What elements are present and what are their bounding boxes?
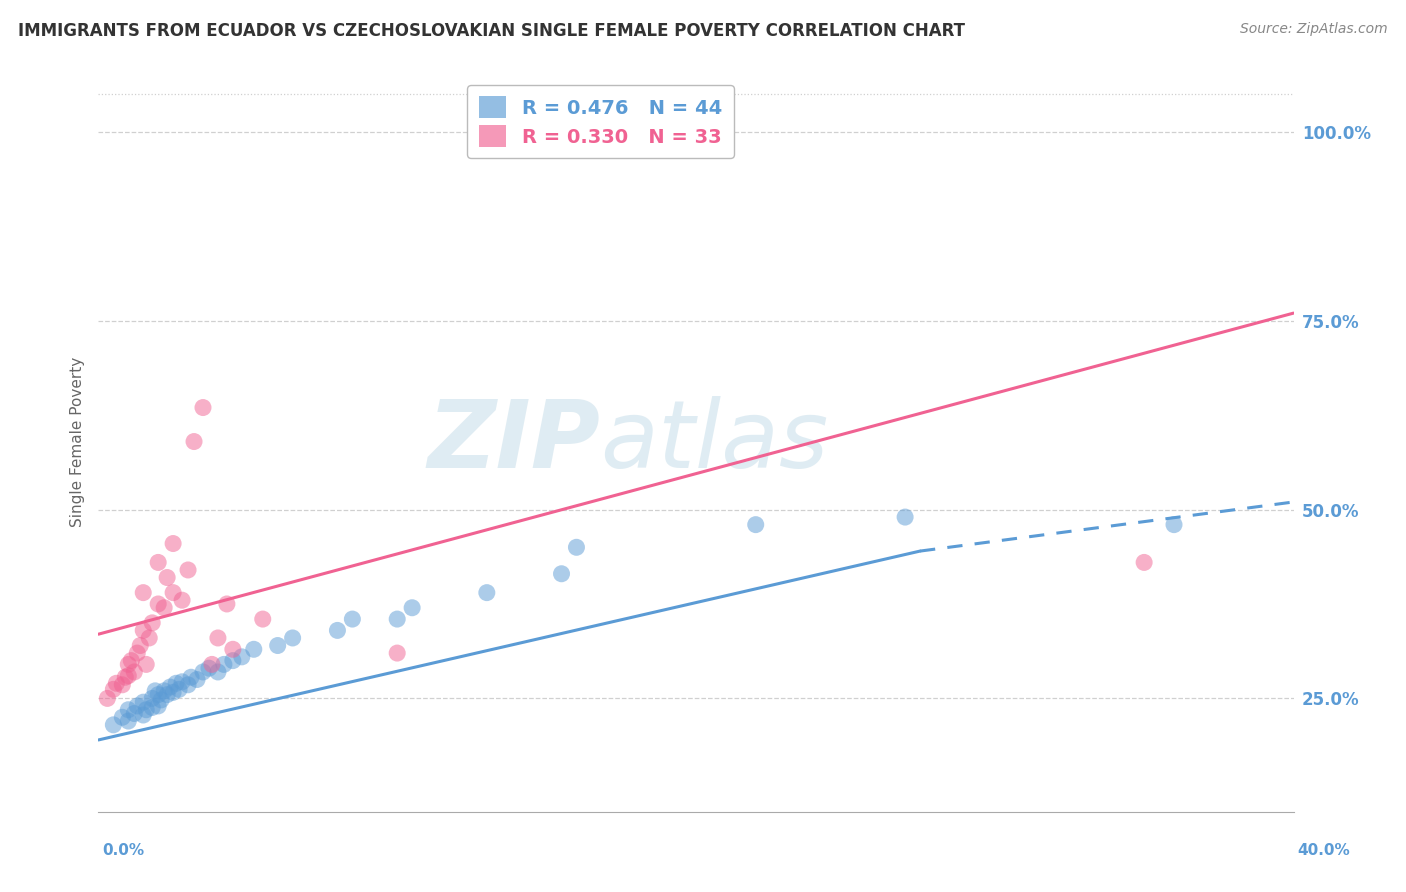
Point [177,563,200,577]
Point [172,593,194,607]
Point [153,683,176,698]
Point [124,706,146,721]
Point [148,597,170,611]
Point [138,631,160,645]
Point [111,710,134,724]
Point [183,434,205,449]
Text: Source: ZipAtlas.com: Source: ZipAtlas.com [1240,22,1388,37]
Point [180,670,202,684]
Point [215,597,238,611]
Point [167,682,190,697]
Point [117,669,139,683]
Point [96,691,118,706]
Point [191,401,214,415]
Point [222,654,245,668]
Legend: R = 0.476   N = 44, R = 0.330   N = 33: R = 0.476 N = 44, R = 0.330 N = 33 [467,85,734,158]
Point [132,695,155,709]
Point [894,510,917,524]
Y-axis label: Single Female Poverty: Single Female Poverty [69,357,84,526]
Point [267,639,290,653]
Point [132,624,155,638]
Point [129,639,152,653]
Point [1163,517,1185,532]
Point [231,649,253,664]
Text: IMMIGRANTS FROM ECUADOR VS CZECHOSLOVAKIAN SINGLE FEMALE POVERTY CORRELATION CHA: IMMIGRANTS FROM ECUADOR VS CZECHOSLOVAKI… [18,22,966,40]
Text: 40.0%: 40.0% [1296,843,1350,858]
Point [141,615,163,630]
Point [385,646,409,660]
Point [326,624,349,638]
Point [172,674,194,689]
Point [141,700,163,714]
Point [135,657,157,672]
Point [212,657,235,672]
Text: ZIP: ZIP [427,395,600,488]
Point [148,688,170,702]
Point [156,688,179,702]
Point [207,665,229,679]
Point [141,691,163,706]
Point [1133,556,1156,570]
Point [475,585,498,599]
Text: 0.0%: 0.0% [103,843,145,858]
Point [207,631,229,645]
Point [401,600,423,615]
Point [162,536,184,550]
Point [159,680,181,694]
Point [143,683,166,698]
Point [222,642,245,657]
Point [162,685,184,699]
Point [281,631,304,645]
Point [565,541,588,555]
Point [111,678,134,692]
Point [103,718,125,732]
Point [132,708,155,723]
Point [385,612,409,626]
Point [114,670,136,684]
Point [156,570,179,584]
Point [191,665,214,679]
Point [243,642,266,657]
Point [198,661,221,675]
Point [153,600,176,615]
Point [162,585,184,599]
Point [342,612,364,626]
Point [252,612,274,626]
Point [148,698,170,713]
Text: atlas: atlas [600,396,828,487]
Point [165,676,187,690]
Point [120,654,142,668]
Point [150,693,173,707]
Point [745,517,768,532]
Point [127,646,149,660]
Point [135,703,157,717]
Point [127,698,149,713]
Point [186,673,208,687]
Point [117,703,139,717]
Point [124,665,146,679]
Point [105,676,128,690]
Point [148,556,170,570]
Point [103,682,125,697]
Point [117,714,139,728]
Point [550,566,572,581]
Point [117,657,139,672]
Point [132,585,155,599]
Point [177,678,200,692]
Point [201,657,224,672]
